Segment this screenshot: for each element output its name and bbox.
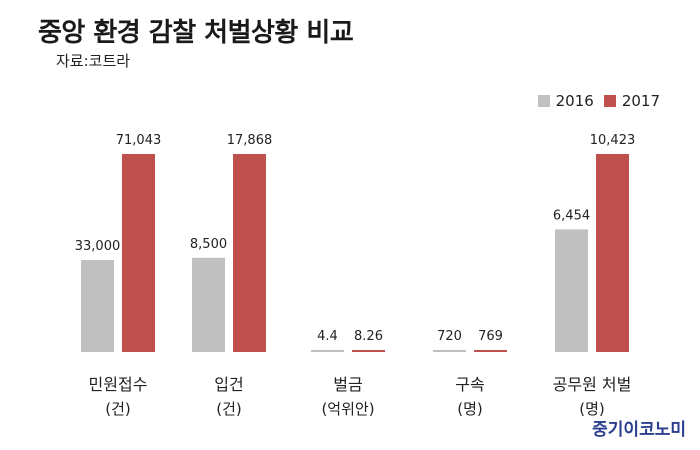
category-unit-3: (명) [457, 400, 483, 418]
category-label-3: 구속 [455, 375, 484, 394]
category-unit-1: (건) [216, 400, 242, 418]
legend-item-2016: 2016 [537, 92, 594, 110]
data-label-2017-4: 10,423 [590, 133, 636, 148]
category-label-1: 입건 [214, 375, 243, 394]
bar-2016-0 [81, 260, 114, 352]
data-label-2016-1: 8,500 [190, 237, 227, 252]
data-label-2017-3: 769 [478, 329, 503, 344]
data-label-2016-3: 720 [437, 329, 462, 344]
bar-2016-3 [433, 350, 466, 352]
data-label-2017-0: 71,043 [116, 133, 162, 148]
category-label-0: 민원접수 [89, 375, 148, 394]
category-label-2: 벌금 [333, 375, 362, 394]
bar-2017-1 [233, 154, 266, 352]
legend-swatch-2016 [537, 95, 550, 107]
chart-source: 자료:코트라 [56, 52, 131, 70]
legend: 2016 2017 [537, 92, 660, 110]
bar-2017-4 [596, 154, 629, 352]
bar-2017-2 [352, 350, 385, 352]
data-label-2016-2: 4.4 [317, 329, 338, 344]
category-unit-0: (건) [105, 400, 131, 418]
data-label-2017-2: 8.26 [354, 329, 383, 344]
bar-2016-4 [555, 229, 588, 352]
publisher-watermark: 중기이코노미 [592, 420, 686, 440]
data-label-2016-4: 6,454 [553, 208, 590, 223]
bar-2017-0 [122, 154, 155, 352]
legend-label-2016: 2016 [555, 92, 594, 110]
legend-item-2017: 2017 [603, 92, 660, 110]
data-label-2017-1: 17,868 [227, 133, 273, 148]
bar-2016-1 [192, 257, 225, 352]
legend-label-2017: 2017 [621, 92, 660, 110]
bar-2016-2 [311, 350, 344, 352]
bar-2017-3 [474, 350, 507, 352]
category-label-4: 공무원 처벌 [553, 375, 632, 394]
chart-title: 중앙 환경 감찰 처벌상황 비교 [38, 18, 354, 48]
data-label-2016-0: 33,000 [75, 239, 121, 254]
category-unit-4: (명) [579, 400, 605, 418]
category-unit-2: (억위안) [321, 400, 374, 418]
legend-swatch-2017 [603, 95, 616, 107]
